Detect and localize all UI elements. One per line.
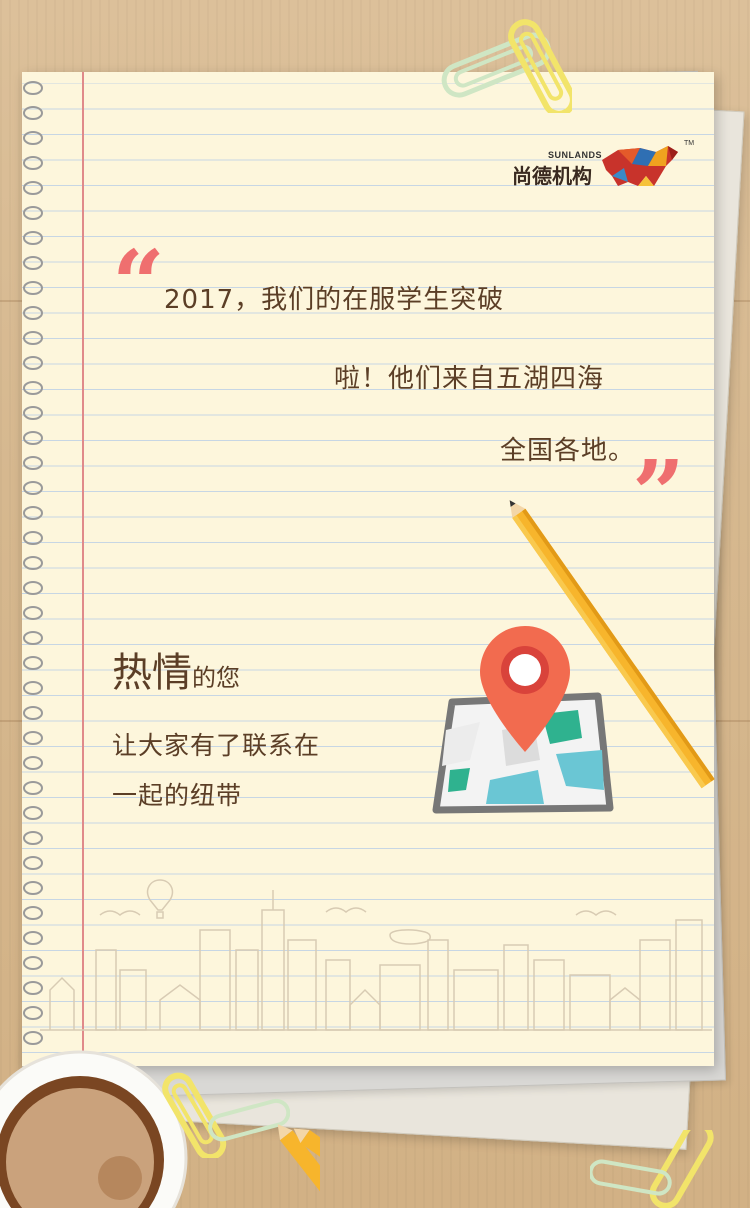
spiral-ring (23, 656, 43, 670)
spiral-ring (23, 456, 43, 470)
spiral-ring (23, 1031, 43, 1045)
quote-line-2: 啦！他们来自五湖四海 (334, 364, 605, 394)
spiral-ring (23, 481, 43, 495)
bull-icon (602, 146, 678, 186)
paper-clip-icon (162, 1072, 290, 1158)
spiral-ring (23, 506, 43, 520)
quote-line-1: 2017，我们的在服学生突破 (164, 285, 505, 315)
quote-line-3: 全国各地。 (500, 436, 636, 466)
spiral-ring (23, 131, 43, 145)
spiral-ring (23, 106, 43, 120)
margin-line (82, 72, 84, 1066)
spiral-ring (23, 306, 43, 320)
warm-heading: 热情的您 (112, 640, 240, 698)
spiral-ring (23, 731, 43, 745)
spiral-ring (23, 831, 43, 845)
spiral-binding (23, 81, 43, 1045)
logo-trademark: TM (684, 140, 695, 147)
spiral-ring (23, 706, 43, 720)
coffee-cup-icon (0, 1050, 188, 1208)
spiral-ring (23, 1006, 43, 1020)
spiral-ring (23, 156, 43, 170)
message-line-2: 让大家有了联系在 (112, 731, 321, 760)
spiral-ring (23, 231, 43, 245)
paper-clip-icon (441, 19, 572, 113)
spiral-ring (23, 81, 43, 95)
message-line-3: 一起的纽带 (112, 781, 243, 810)
spiral-ring (23, 781, 43, 795)
pencils-icon (277, 1124, 320, 1208)
city-skyline-illustration (40, 879, 712, 1031)
map-pin-icon (432, 626, 614, 814)
logo-english: SUNLANDS (548, 150, 603, 160)
spiral-ring (23, 181, 43, 195)
warm-heading-small: 的您 (192, 664, 240, 692)
spiral-ring (23, 606, 43, 620)
spiral-ring (23, 881, 43, 895)
spiral-ring (23, 381, 43, 395)
spiral-ring (23, 406, 43, 420)
spiral-ring (23, 556, 43, 570)
spiral-ring (23, 756, 43, 770)
spiral-ring (23, 331, 43, 345)
notebook-page (22, 72, 714, 1066)
spiral-ring (23, 906, 43, 920)
warm-heading-big: 热情 (112, 650, 192, 696)
spiral-ring (23, 256, 43, 270)
spiral-ring (23, 931, 43, 945)
spiral-ring (23, 956, 43, 970)
spiral-ring (23, 856, 43, 870)
spiral-ring (23, 356, 43, 370)
logo-chinese: 尚德机构 (512, 164, 592, 188)
spiral-ring (23, 531, 43, 545)
spiral-ring (23, 581, 43, 595)
spiral-ring (23, 981, 43, 995)
open-quote-mark: “ (112, 230, 165, 338)
spiral-ring (23, 681, 43, 695)
spiral-ring (23, 431, 43, 445)
paper-clip-icon (590, 1130, 714, 1208)
spiral-ring (23, 206, 43, 220)
sunlands-logo: SUNLANDS 尚德机构 TM (512, 140, 698, 192)
spiral-ring (23, 281, 43, 295)
close-quote-mark: ” (632, 440, 685, 548)
spiral-ring (23, 631, 43, 645)
pencil-icon (509, 500, 715, 789)
spiral-ring (23, 806, 43, 820)
